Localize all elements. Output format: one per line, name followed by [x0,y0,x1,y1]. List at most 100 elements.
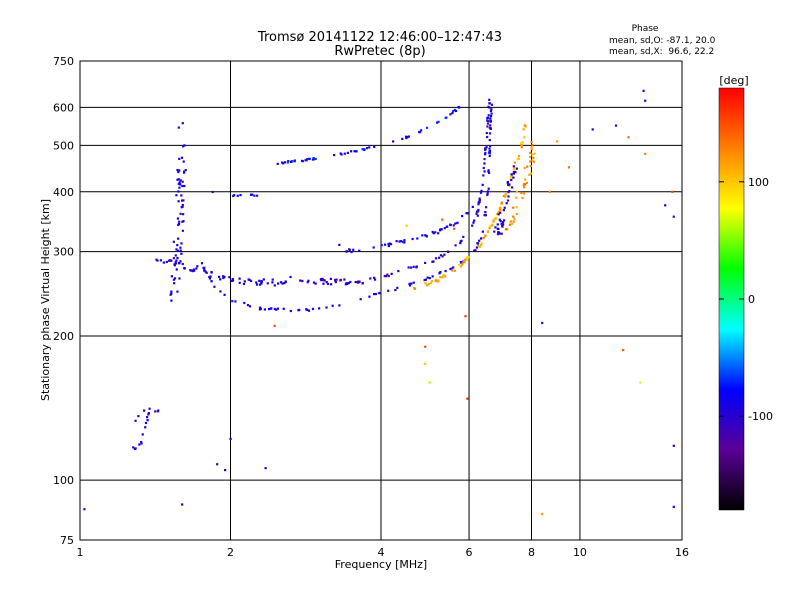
data-point [392,140,395,143]
data-point [279,281,283,284]
data-point [416,237,419,240]
data-point [398,240,401,243]
phase-stats-x: mean, sd,X: 96.6, 22.2 [609,47,714,57]
data-point [429,282,433,285]
data-point [175,248,178,251]
data-point [503,206,506,209]
data-point [441,276,444,279]
data-point [487,105,490,108]
data-point [219,278,222,281]
data-point [483,157,486,161]
y-tick-label: 600 [53,101,74,114]
data-point [476,214,479,217]
data-point [627,136,630,139]
data-point [428,277,431,280]
data-point [354,280,357,284]
data-point [176,217,180,220]
data-point [174,254,177,257]
data-point [459,265,463,268]
data-point [326,282,330,286]
data-point [335,278,338,281]
data-point [487,187,490,190]
data-point [350,250,353,254]
data-point [451,269,454,272]
data-point [386,273,389,276]
data-point [180,242,183,245]
data-point [134,447,137,450]
data-point [219,290,222,293]
data-point [491,224,494,227]
data-point [390,272,393,275]
data-point [644,152,647,156]
data-point [374,292,378,296]
data-point [411,237,414,241]
plot-area: 1 2 4 6 8 10 16 75 100 200 300 400 500 600 750 [53,55,689,559]
data-point [511,222,514,225]
data-point [465,258,468,261]
data-point [175,194,178,197]
data-point [481,230,484,233]
data-point [373,292,376,296]
data-point [181,203,184,207]
data-point [476,210,480,213]
data-point [266,282,269,285]
data-point [504,193,507,196]
data-point [314,157,317,161]
data-point [258,279,261,282]
data-point [322,279,325,282]
data-point [297,309,300,312]
data-point [466,397,469,400]
data-point [444,116,447,120]
data-point [178,157,181,161]
data-point [141,433,144,436]
data-point [488,150,492,153]
data-point [486,125,489,128]
data-point [172,278,176,281]
data-point [350,150,353,153]
data-point [181,503,184,506]
data-point [437,280,440,283]
data-point [176,256,179,260]
x-tick-label: 16 [675,546,689,559]
data-point [522,128,525,131]
data-point [179,212,182,215]
data-point [424,345,427,348]
data-point [541,321,544,325]
data-point [243,301,246,305]
data-point [439,254,443,257]
data-point [497,210,500,213]
data-point [532,160,535,163]
data-point [412,281,415,284]
data-point [273,284,276,287]
data-point [177,190,180,193]
data-point [138,443,141,446]
data-point [387,274,390,278]
data-point [478,239,481,242]
data-point [515,196,518,199]
data-point [349,280,352,284]
data-point [434,278,437,282]
data-point [283,161,287,164]
data-point [347,281,350,285]
data-point [396,286,399,289]
data-point [177,200,180,203]
data-point [200,262,204,265]
colorbar: [deg] 100 0 -100 [718,74,773,511]
data-point [504,228,508,231]
data-point [213,285,216,288]
data-point [440,228,443,231]
data-point [308,157,311,161]
data-point [486,135,489,139]
data-point [405,136,408,140]
data-point [512,172,516,175]
data-point [331,304,334,307]
data-point [289,309,292,313]
data-point [320,278,323,281]
y-tick-labels: 75 100 200 300 400 500 600 750 [53,55,74,547]
data-point [486,230,490,233]
data-point [484,210,487,214]
data-point [140,440,143,444]
grid-lines [80,61,682,540]
data-point [403,241,406,244]
data-point [137,415,140,418]
